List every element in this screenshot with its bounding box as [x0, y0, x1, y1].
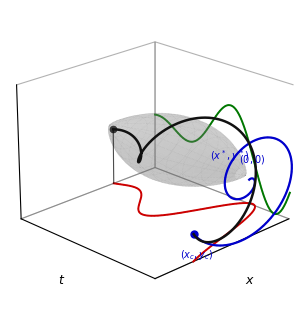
Y-axis label: t: t: [59, 274, 63, 287]
X-axis label: x: x: [245, 274, 253, 287]
